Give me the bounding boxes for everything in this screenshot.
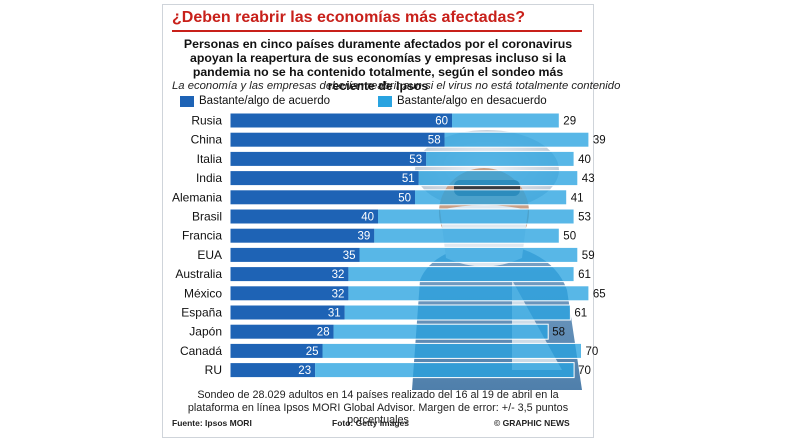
value-label-disagree: 58 (552, 327, 565, 339)
category-label: Brasil (192, 210, 222, 224)
value-label-agree: 50 (398, 192, 411, 204)
value-label-disagree: 70 (586, 346, 599, 358)
value-label-disagree: 61 (578, 269, 591, 281)
category-label: Rusia (191, 114, 222, 128)
value-label-disagree: 65 (593, 288, 606, 300)
value-label-disagree: 40 (578, 154, 591, 166)
category-label: Japón (189, 325, 222, 339)
value-label-agree: 31 (328, 308, 341, 320)
bar-agree (230, 151, 427, 167)
bar-agree (230, 113, 452, 128)
chart-title: La economía y las empresas deberían reab… (172, 80, 621, 92)
category-label: India (196, 171, 222, 185)
value-label-disagree: 50 (563, 231, 576, 243)
legend-swatch-agree (180, 95, 194, 107)
bar-agree (230, 362, 316, 378)
bar-disagree (426, 151, 575, 167)
bar-disagree (315, 362, 575, 378)
category-label: RU (205, 363, 222, 377)
bar-disagree (333, 324, 549, 340)
bar-agree (230, 324, 334, 340)
value-label-agree: 53 (409, 154, 422, 166)
value-label-disagree: 53 (578, 212, 591, 224)
bar-disagree (378, 209, 575, 224)
bar-outline (229, 285, 590, 302)
bar-disagree (348, 266, 575, 282)
headline: ¿Deben reabrir las economías más afectad… (172, 9, 526, 26)
legend-label-disagree: Bastante/algo en desacuerdo (397, 95, 547, 107)
bar-outline (229, 227, 560, 244)
bar-outline (229, 131, 590, 148)
agency-credit: © GRAPHIC NEWS (494, 418, 570, 428)
category-label: México (184, 286, 222, 300)
value-label-disagree: 43 (582, 173, 595, 185)
bar-disagree (418, 170, 578, 186)
value-label-agree: 39 (358, 231, 371, 243)
value-label-disagree: 59 (582, 250, 595, 262)
category-label: Italia (197, 152, 223, 166)
bar-agree (230, 209, 378, 224)
subtitle: Personas en cinco países duramente afect… (183, 37, 573, 93)
legend-item-agree: Bastante/algo de acuerdo (180, 94, 330, 108)
value-label-disagree: 70 (578, 365, 591, 377)
bar-agree (230, 247, 360, 263)
value-label-agree: 32 (332, 269, 345, 281)
bar-outline (229, 266, 575, 283)
value-label-agree: 35 (343, 250, 356, 262)
bar-outline (229, 170, 579, 187)
bar-outline (229, 246, 579, 263)
bar-disagree (415, 189, 567, 205)
legend-item-disagree: Bastante/algo en desacuerdo (378, 94, 547, 108)
category-label: Alemania (172, 190, 222, 204)
value-label-agree: 40 (361, 212, 374, 224)
footnote: Sondeo de 28.029 adultos en 14 países re… (187, 389, 569, 426)
bar-outline (229, 304, 571, 321)
bar-outline (229, 342, 582, 359)
bar-outline (229, 189, 568, 206)
bar-disagree (444, 132, 589, 148)
headline-rule (172, 30, 582, 32)
bar-disagree (322, 343, 582, 359)
bar-agree (230, 228, 375, 244)
bar-disagree (359, 247, 578, 263)
value-label-agree: 23 (298, 365, 311, 377)
value-label-disagree: 61 (574, 308, 587, 320)
bar-outline (229, 208, 575, 225)
category-label: Canadá (180, 344, 222, 358)
bar-agree (230, 285, 349, 301)
value-label-disagree: 29 (563, 116, 576, 128)
category-label: Australia (175, 267, 222, 281)
bar-disagree (374, 228, 560, 244)
bar-agree (230, 266, 349, 282)
bar-disagree (348, 285, 589, 301)
category-label: España (181, 306, 222, 320)
bar-disagree (452, 113, 560, 128)
legend-swatch-disagree (378, 95, 392, 107)
category-label: EUA (197, 248, 222, 262)
legend-label-agree: Bastante/algo de acuerdo (199, 95, 331, 107)
category-label: China (191, 133, 223, 147)
value-label-agree: 60 (435, 116, 448, 128)
bar-outline (229, 323, 549, 340)
bar-agree (230, 189, 415, 205)
value-label-disagree: 41 (571, 192, 584, 204)
bar-outline (229, 150, 575, 167)
value-label-agree: 58 (428, 135, 441, 147)
value-label-agree: 25 (306, 346, 319, 358)
bar-outline (229, 362, 575, 379)
source-credit: Fuente: Ipsos MORI (172, 418, 252, 428)
value-label-agree: 51 (402, 173, 415, 185)
value-label-disagree: 39 (593, 135, 606, 147)
category-label: Francia (182, 229, 222, 243)
bar-agree (230, 132, 445, 148)
bar-agree (230, 170, 419, 186)
bar-agree (230, 343, 323, 359)
bar-outline (229, 112, 560, 129)
bar-disagree (344, 305, 571, 320)
bar-agree (230, 305, 345, 320)
value-label-agree: 32 (332, 288, 345, 300)
value-label-agree: 28 (317, 327, 330, 339)
photo-credit: Foto: Getty Images (332, 418, 409, 428)
